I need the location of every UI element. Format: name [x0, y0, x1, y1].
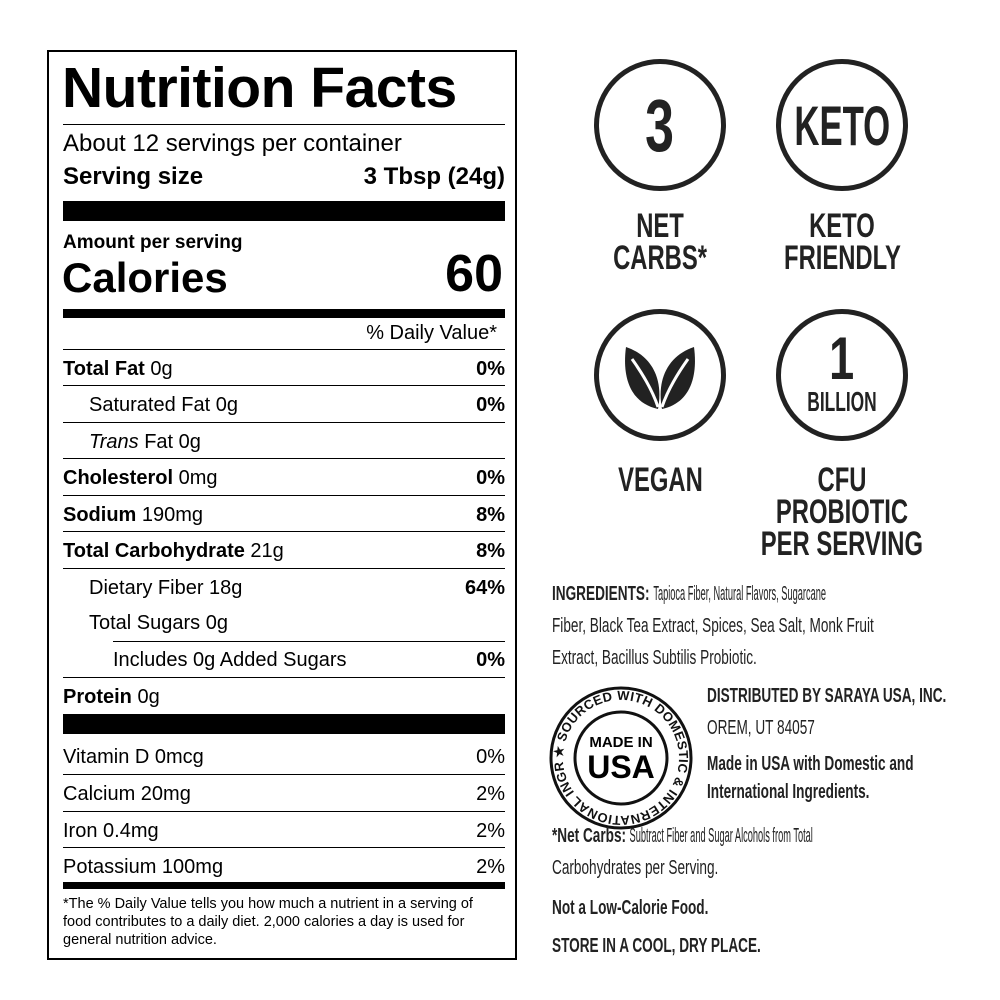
keto-badge-icon: KETO	[776, 59, 908, 191]
vitamin-row: Iron 0.4mg 2%	[63, 811, 505, 848]
probiotic-label: CFU PROBIOTIC PER SERVING	[760, 461, 924, 563]
nutrient-row: Includes 0g Added Sugars 0%	[63, 641, 505, 677]
vegan-label: VEGAN	[617, 461, 703, 499]
calories-label: Calories	[62, 254, 228, 301]
nutrient-row: Dietary Fiber 18g 64%	[63, 568, 505, 605]
probiotic-badge-icon: 1 BILLION	[776, 309, 908, 441]
nutrient-row: Trans Fat 0g	[63, 422, 505, 459]
serving-size-value: 3 Tbsp (24g)	[363, 163, 505, 190]
nutrient-row: Total Fat 0g 0%	[63, 349, 505, 386]
net-carbs-badge-icon: 3	[594, 59, 726, 191]
nutrition-facts-label: Nutrition Facts About 12 servings per co…	[47, 50, 517, 960]
nutrient-row: Sodium 190mg 8%	[63, 495, 505, 532]
thick-divider	[63, 309, 505, 318]
vitamin-row: Calcium 20mg 2%	[63, 774, 505, 811]
footnote: *The % Daily Value tells you how much a …	[63, 896, 473, 948]
vitamin-row: Potassium 100mg 2%	[63, 847, 505, 884]
leaf-icon	[594, 309, 726, 441]
servings-per-container: About 12 servings per container	[63, 130, 402, 157]
keto-label: KETO FRIENDLY	[783, 207, 901, 277]
net-carbs-note: *Net Carbs: Subtract Fiber and Sugar Alc…	[552, 825, 814, 879]
nutrient-row: Total Sugars 0g	[89, 612, 228, 634]
net-carbs-label: NET CARBS*	[613, 207, 707, 277]
made-in-usa-seal: ★ SOURCED WITH DOMESTIC & INTERNATIONAL …	[543, 673, 694, 831]
low-calorie-note: Not a Low-Calorie Food.	[552, 897, 709, 919]
storage-note: STORE IN A COOL, DRY PLACE.	[552, 935, 761, 957]
thick-divider	[63, 882, 505, 889]
nutrient-row: Protein 0g	[63, 677, 505, 714]
nutrient-row: Total Carbohydrate 21g 8%	[63, 531, 505, 568]
nutrient-row: Cholesterol 0mg 0%	[63, 458, 505, 495]
calories-value: 60	[445, 245, 503, 303]
nutrient-row: Saturated Fat 0g 0%	[63, 385, 505, 422]
ingredients: INGREDIENTS: Tapioca Fiber, Natural Flav…	[552, 583, 874, 669]
label-title: Nutrition Facts	[62, 56, 457, 120]
vitamin-row: Vitamin D 0mcg 0%	[63, 746, 505, 768]
thick-divider	[63, 714, 505, 734]
thick-divider	[63, 201, 505, 221]
made-in-usa-note: Made in USA with Domestic and Internatio…	[707, 753, 914, 803]
distributor: DISTRIBUTED BY SARAYA USA, INC. OREM, UT…	[707, 685, 947, 739]
amount-per-serving: Amount per serving	[63, 232, 243, 253]
daily-value-header: % Daily Value*	[366, 322, 497, 344]
serving-size-label: Serving size	[63, 163, 204, 190]
